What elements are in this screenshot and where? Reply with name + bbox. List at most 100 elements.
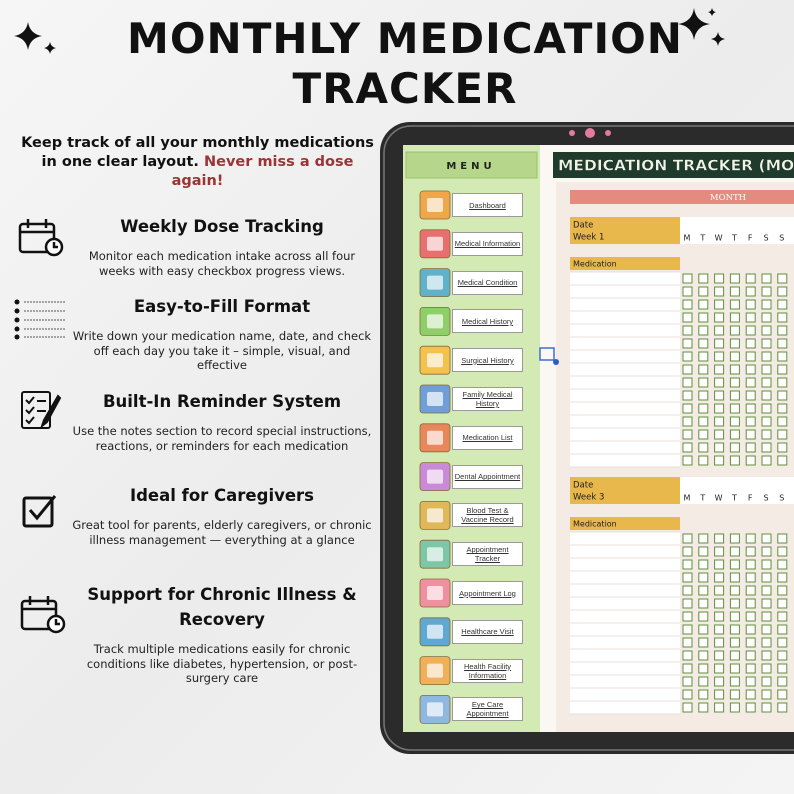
checkbox[interactable] <box>698 663 709 674</box>
checkbox[interactable] <box>698 624 709 635</box>
checkbox[interactable] <box>761 299 772 310</box>
checkbox[interactable] <box>761 338 772 349</box>
menu-item[interactable]: Medical Condition <box>452 270 523 295</box>
checkbox[interactable] <box>729 442 740 453</box>
checkbox[interactable] <box>682 429 693 440</box>
checkbox[interactable] <box>777 598 788 609</box>
checkbox[interactable] <box>698 325 709 336</box>
checkbox[interactable] <box>682 312 693 323</box>
checkbox[interactable] <box>761 364 772 375</box>
checkbox[interactable] <box>745 273 756 284</box>
menu-item[interactable]: Surgical History <box>452 348 523 373</box>
checkbox[interactable] <box>729 377 740 388</box>
checkbox[interactable] <box>777 286 788 297</box>
checkbox[interactable] <box>714 299 725 310</box>
checkbox[interactable] <box>729 585 740 596</box>
checkbox[interactable] <box>714 351 725 362</box>
checkbox[interactable] <box>761 546 772 557</box>
checkbox[interactable] <box>682 546 693 557</box>
checkbox[interactable] <box>745 364 756 375</box>
checkbox[interactable] <box>714 429 725 440</box>
checkbox[interactable] <box>745 338 756 349</box>
checkbox[interactable] <box>745 390 756 401</box>
checkbox[interactable] <box>714 377 725 388</box>
checkbox[interactable] <box>777 702 788 713</box>
checkbox[interactable] <box>745 455 756 466</box>
checkbox[interactable] <box>745 624 756 635</box>
checkbox[interactable] <box>745 585 756 596</box>
checkbox[interactable] <box>729 273 740 284</box>
menu-item[interactable]: Eye Care Appointment <box>452 697 523 722</box>
checkbox[interactable] <box>777 325 788 336</box>
checkbox[interactable] <box>777 351 788 362</box>
checkbox[interactable] <box>682 442 693 453</box>
checkbox[interactable] <box>698 429 709 440</box>
checkbox[interactable] <box>761 572 772 583</box>
checkbox[interactable] <box>729 299 740 310</box>
checkbox[interactable] <box>777 429 788 440</box>
checkbox[interactable] <box>698 442 709 453</box>
checkbox[interactable] <box>761 689 772 700</box>
checkbox[interactable] <box>745 325 756 336</box>
checkbox[interactable] <box>698 533 709 544</box>
checkbox[interactable] <box>761 624 772 635</box>
checkbox[interactable] <box>698 364 709 375</box>
checkbox[interactable] <box>682 650 693 661</box>
checkbox[interactable] <box>761 676 772 687</box>
menu-item[interactable]: Medical Information <box>452 231 523 256</box>
checkbox[interactable] <box>682 611 693 622</box>
checkbox[interactable] <box>682 702 693 713</box>
checkbox[interactable] <box>714 546 725 557</box>
checkbox[interactable] <box>682 299 693 310</box>
checkbox[interactable] <box>714 364 725 375</box>
checkbox[interactable] <box>682 689 693 700</box>
checkbox[interactable] <box>698 637 709 648</box>
checkbox[interactable] <box>682 286 693 297</box>
menu-item[interactable]: Dashboard <box>452 193 523 217</box>
checkbox[interactable] <box>777 403 788 414</box>
menu-item[interactable]: Appointment Log <box>452 581 523 605</box>
checkbox[interactable] <box>777 273 788 284</box>
checkbox[interactable] <box>729 403 740 414</box>
checkbox[interactable] <box>777 455 788 466</box>
checkbox[interactable] <box>714 286 725 297</box>
checkbox[interactable] <box>714 572 725 583</box>
checkbox[interactable] <box>745 377 756 388</box>
checkbox[interactable] <box>729 611 740 622</box>
checkbox[interactable] <box>714 533 725 544</box>
checkbox[interactable] <box>729 676 740 687</box>
checkbox[interactable] <box>745 702 756 713</box>
checkbox[interactable] <box>682 572 693 583</box>
checkbox[interactable] <box>698 611 709 622</box>
checkbox[interactable] <box>729 338 740 349</box>
checkbox[interactable] <box>682 403 693 414</box>
checkbox[interactable] <box>682 663 693 674</box>
checkbox[interactable] <box>714 273 725 284</box>
checkbox[interactable] <box>714 559 725 570</box>
checkbox[interactable] <box>682 455 693 466</box>
checkbox[interactable] <box>698 286 709 297</box>
checkbox[interactable] <box>777 299 788 310</box>
menu-item[interactable]: Health Facility Information <box>452 658 523 683</box>
checkbox[interactable] <box>698 598 709 609</box>
checkbox[interactable] <box>745 650 756 661</box>
menu-item[interactable]: Medical History <box>452 309 523 334</box>
checkbox[interactable] <box>745 676 756 687</box>
checkbox[interactable] <box>698 299 709 310</box>
checkbox[interactable] <box>745 442 756 453</box>
checkbox[interactable] <box>682 377 693 388</box>
checkbox[interactable] <box>777 624 788 635</box>
checkbox[interactable] <box>761 286 772 297</box>
checkbox[interactable] <box>745 572 756 583</box>
checkbox[interactable] <box>682 624 693 635</box>
checkbox[interactable] <box>777 559 788 570</box>
checkbox[interactable] <box>761 702 772 713</box>
checkbox[interactable] <box>698 650 709 661</box>
checkbox[interactable] <box>745 611 756 622</box>
checkbox[interactable] <box>729 390 740 401</box>
checkbox[interactable] <box>761 429 772 440</box>
checkbox[interactable] <box>777 663 788 674</box>
menu-item[interactable]: Dental Appointment <box>452 464 523 489</box>
checkbox[interactable] <box>729 351 740 362</box>
checkbox[interactable] <box>729 637 740 648</box>
